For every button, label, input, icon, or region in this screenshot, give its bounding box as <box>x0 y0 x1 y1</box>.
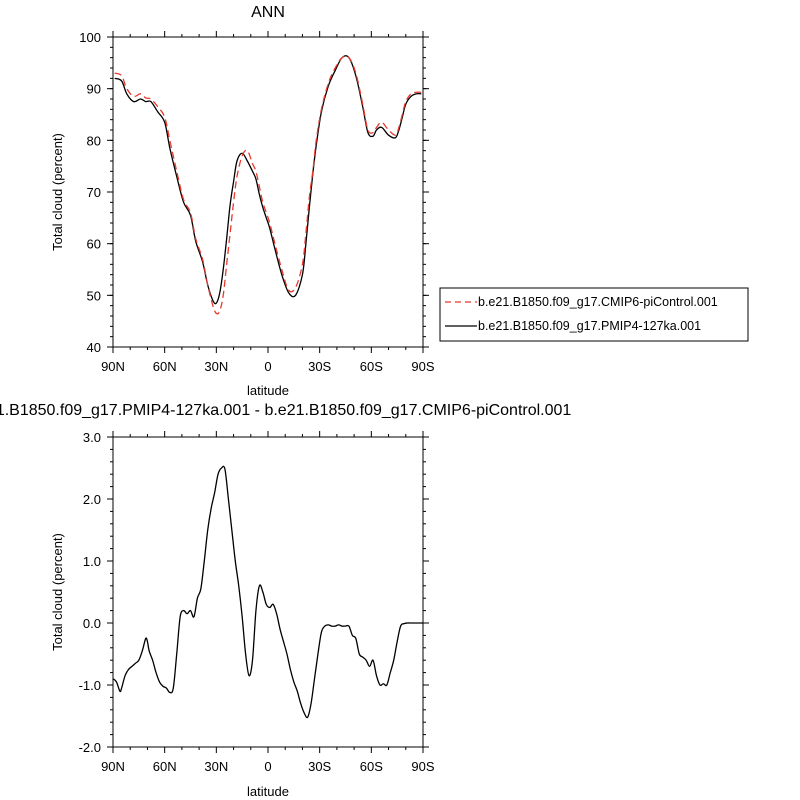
bottom-x-tick-label: 60N <box>153 759 177 774</box>
top-axis-ticks <box>107 31 429 353</box>
bottom-plot-frame <box>112 436 424 748</box>
top-y-tick-label: 50 <box>87 288 101 303</box>
top-x-tick-label: 60S <box>360 359 383 374</box>
top-chart-title: ANN <box>251 4 285 21</box>
top-x-tick-label: 90S <box>411 359 434 374</box>
bottom-x-tick-label: 60S <box>360 759 383 774</box>
bottom-x-tick-label: 90N <box>101 759 125 774</box>
bottom-x-tick-label: 90S <box>411 759 434 774</box>
series-line-piControl <box>114 55 422 315</box>
top-x-tick-label: 60N <box>153 359 177 374</box>
top-y-tick-label: 100 <box>79 30 101 45</box>
top-y-tick-label: 40 <box>87 340 101 355</box>
top-x-tick-label: 30S <box>308 359 331 374</box>
legend-label-piControl: b.e21.B1850.f09_g17.CMIP6-piControl.001 <box>478 295 718 309</box>
top-x-tick-label: 0 <box>264 359 271 374</box>
bottom-x-tick-label: 0 <box>264 759 271 774</box>
top-x-axis-label: latitude <box>247 383 289 398</box>
bottom-y-tick-label: -1.0 <box>79 678 101 693</box>
legend-box <box>439 287 749 342</box>
legend: b.e21.B1850.f09_g17.CMIP6-piControl.001 … <box>439 287 749 342</box>
top-x-tick-label: 90N <box>101 359 125 374</box>
top-y-tick-label: 80 <box>87 133 101 148</box>
bottom-series-lines <box>112 465 423 719</box>
top-plot-frame <box>112 36 424 348</box>
series-line-difference <box>112 465 423 719</box>
top-y-axis-label: Total cloud (percent) <box>50 133 65 251</box>
legend-label-127ka: b.e21.B1850.f09_g17.PMIP4-127ka.001 <box>478 319 701 333</box>
bottom-y-axis-label: Total cloud (percent) <box>50 533 65 651</box>
bottom-x-axis-label: latitude <box>247 784 289 799</box>
bottom-y-tick-labels: -2.0 -1.0 0.0 1.0 2.0 3.0 <box>79 430 101 755</box>
series-line-127ka <box>114 55 422 305</box>
top-y-tick-labels: 40 50 60 70 80 90 100 <box>79 30 101 355</box>
bottom-x-tick-label: 30N <box>204 759 228 774</box>
bottom-y-tick-label: 0.0 <box>83 616 101 631</box>
top-y-tick-label: 70 <box>87 185 101 200</box>
top-x-tick-labels: 90N 60N 30N 0 30S 60S 90S <box>101 359 435 374</box>
bottom-axis-ticks <box>107 431 429 753</box>
bottom-y-tick-label: 3.0 <box>83 430 101 445</box>
top-y-tick-label: 60 <box>87 237 101 252</box>
top-y-tick-label: 90 <box>87 82 101 97</box>
top-x-tick-label: 30N <box>204 359 228 374</box>
bottom-x-tick-labels: 90N 60N 30N 0 30S 60S 90S <box>101 759 435 774</box>
bottom-chart-title: b.e21.B1850.f09_g17.PMIP4-127ka.001 - b.… <box>0 402 571 419</box>
bottom-x-tick-label: 30S <box>308 759 331 774</box>
bottom-y-tick-label: 1.0 <box>83 554 101 569</box>
bottom-y-tick-label: -2.0 <box>79 740 101 755</box>
top-series-lines <box>114 55 422 315</box>
bottom-y-tick-label: 2.0 <box>83 492 101 507</box>
